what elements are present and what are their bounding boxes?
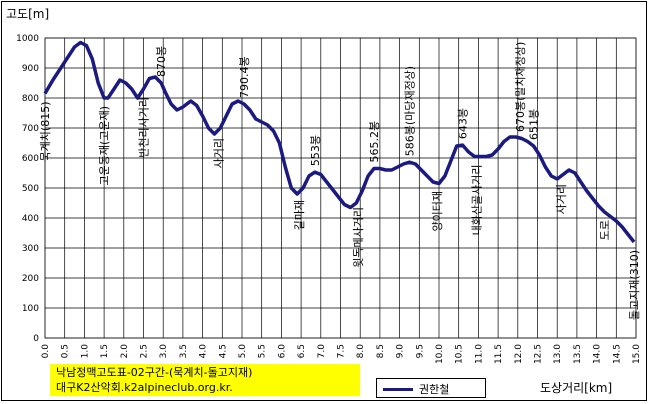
peak-annotation: 790.4봉 <box>238 56 251 98</box>
x-tick-label: 0.5 <box>61 344 71 358</box>
y-tick-label: 700 <box>22 124 39 134</box>
pass-annotation: 윗독메사거리 <box>352 207 365 268</box>
y-tick-label: 200 <box>22 274 39 284</box>
y-tick-label: 900 <box>22 64 39 74</box>
series-line <box>43 40 636 244</box>
x-tick-label: 3.0 <box>159 344 169 359</box>
y-axis-label: 고도[m] <box>6 7 50 21</box>
peak-annotation: 870봉 <box>155 46 168 77</box>
x-tick-label: 12.5 <box>534 344 544 364</box>
y-tick-label: 400 <box>22 214 39 224</box>
x-tick-label: 2.0 <box>120 344 130 359</box>
pass-annotation: 반천리사거리 <box>137 97 151 158</box>
pass-annotation: 돌고지재(310) <box>628 250 641 320</box>
chart-title-line-1: 낙남정맥고도표-02구간-(묵계치-돌고지재) <box>56 366 253 379</box>
peak-annotation: 565.2봉 <box>368 121 381 163</box>
x-tick-label: 7.5 <box>337 344 347 358</box>
x-tick-label: 0.0 <box>41 344 51 359</box>
pass-annotation: 길마재 <box>293 200 306 230</box>
y-tick-label: 300 <box>22 244 39 254</box>
legend-label: 권한철 <box>419 383 450 396</box>
pass-annotation: 내화산골사거리 <box>470 165 483 236</box>
x-tick-label: 9.0 <box>396 344 406 359</box>
x-tick-label: 11.5 <box>494 344 504 364</box>
x-tick-label: 7.0 <box>317 344 327 359</box>
pass-annotation: 사거리 <box>555 184 568 214</box>
x-tick-label: 6.5 <box>297 344 307 358</box>
x-tick-label: 3.5 <box>179 344 189 358</box>
pass-annotation: 고운동재(고운재) <box>98 106 111 185</box>
chart-title-box: 낙남정맥고도표-02구간-(묵계치-돌고지재) 대구K2산악회.k2alpine… <box>50 364 360 396</box>
x-tick-label: 9.5 <box>415 344 425 358</box>
x-tick-label: 13.5 <box>573 344 583 364</box>
pass-annotation: 묵계치(815) <box>39 102 52 162</box>
x-tick-label: 1.0 <box>80 344 90 359</box>
x-tick-label: 5.5 <box>258 344 268 358</box>
legend-swatch <box>383 388 413 391</box>
x-tick-label: 4.5 <box>218 344 228 358</box>
peak-annotation: 670봉(말치재정상) <box>514 42 527 132</box>
pass-annotation: 도로 <box>598 220 611 240</box>
x-tick-label: 1.5 <box>100 344 110 358</box>
chart-title-line-2: 대구K2산악회.k2alpineclub.org.kr. <box>56 381 233 394</box>
peak-annotation: 643봉 <box>457 108 470 139</box>
y-tick-label: 500 <box>22 184 39 194</box>
y-tick-label: 800 <box>22 94 39 104</box>
x-tick-label: 8.0 <box>356 344 366 359</box>
x-tick-label: 15.0 <box>632 344 642 364</box>
peak-annotation: 553봉 <box>309 135 322 166</box>
x-tick-label: 13.0 <box>553 344 563 364</box>
x-tick-label: 4.0 <box>199 344 209 359</box>
x-tick-label: 14.5 <box>612 344 622 364</box>
peak-annotation: 651봉 <box>528 109 541 140</box>
x-tick-label: 2.5 <box>140 344 150 358</box>
x-axis-label: 도상거리[km] <box>540 381 613 395</box>
peak-annotation: 586봉(마당재정상) <box>403 66 416 156</box>
pass-annotation: 양이터재 <box>431 191 444 231</box>
pass-annotation: 사거리 <box>212 138 225 168</box>
x-tick-label: 10.0 <box>435 344 445 364</box>
y-tick-label: 0 <box>33 334 39 344</box>
x-tick-label: 6.0 <box>277 344 287 359</box>
y-tick-label: 600 <box>22 154 39 164</box>
legend: 권한철 <box>376 378 486 398</box>
x-tick-label: 14.0 <box>593 344 603 364</box>
x-tick-label: 10.5 <box>455 344 465 364</box>
y-tick-label: 100 <box>22 304 39 314</box>
x-tick-label: 12.0 <box>514 344 524 364</box>
x-tick-label: 11.0 <box>474 344 484 364</box>
x-tick-label: 5.0 <box>238 344 248 359</box>
x-tick-label: 8.5 <box>376 344 386 358</box>
y-tick-label: 1000 <box>16 34 39 44</box>
